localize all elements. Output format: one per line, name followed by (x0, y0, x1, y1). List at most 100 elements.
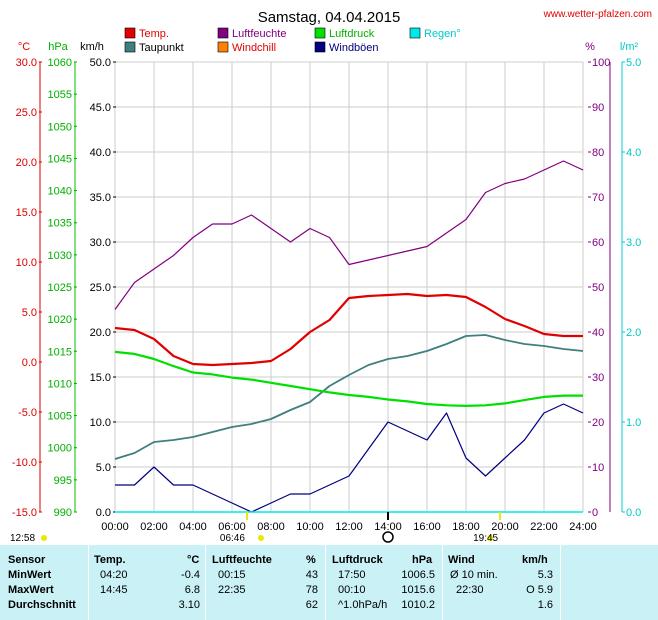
humidity-tick-label: 50 (592, 282, 604, 294)
wind-value: 1.6 (537, 599, 553, 611)
header-humidity: Luftfeuchte (212, 554, 272, 566)
legend-label: Windböen (329, 42, 379, 54)
humidity-value: 62 (305, 599, 318, 611)
speed-unit: km/h (80, 41, 104, 53)
legend-label: Taupunkt (139, 42, 184, 54)
x-tick-label: 12:00 (335, 521, 363, 533)
legend-swatch (409, 27, 421, 39)
speed-tick-label: 30.0 (90, 237, 111, 249)
humidity-value: 43 (305, 569, 318, 581)
speed-tick-label: 20.0 (90, 327, 111, 339)
temp-tick-label: 15.0 (16, 207, 37, 219)
stats-row-min: MinWert 04:20 -0.4 00:15 43 17:50 1006.5… (0, 568, 658, 583)
humidity-tick-label: 100 (592, 57, 610, 69)
row-label: MaxWert (8, 584, 54, 596)
rain-tick-label: 0.0 (626, 507, 641, 519)
humidity-value: 78 (305, 584, 318, 596)
humidity-tick-label: 90 (592, 102, 604, 114)
legend-swatch (124, 41, 136, 53)
humidity-tick-label: 10 (592, 462, 604, 474)
legend-swatch (217, 41, 229, 53)
temp-tick-label: -5.0 (18, 407, 37, 419)
humidity-time: 00:15 (218, 569, 246, 581)
x-tick-label: 20:00 (491, 521, 519, 533)
pressure-tick-label: 1025 (48, 282, 72, 294)
x-tick-label: 18:00 (452, 521, 480, 533)
temp-tick-label: -10.0 (12, 457, 37, 469)
header-temp-unit: °C (187, 554, 200, 566)
rain-tick-label: 1.0 (626, 417, 641, 429)
stats-row-avg: Durchschnitt 3.10 62 ^1.0hPa/h 1010.2 1.… (0, 598, 658, 613)
x-tick-label: 06:00 (218, 521, 246, 533)
sunset-icon (487, 535, 494, 541)
temp-tick-label: 10.0 (16, 257, 37, 269)
sun-icon (41, 535, 47, 541)
rain-tick-label: 2.0 (626, 327, 641, 339)
website-label: www.wetter-pfalzen.com (543, 9, 652, 20)
speed-tick-label: 15.0 (90, 372, 111, 384)
legend-swatch (217, 27, 229, 39)
pressure-tick-label: 1005 (48, 411, 72, 423)
header-temp: Temp. (94, 554, 126, 566)
stats-table: Sensor Temp. °C Luftfeuchte % Luftdruck … (0, 545, 658, 620)
temp-time: 14:45 (100, 584, 128, 596)
pressure-tick-label: 1000 (48, 443, 72, 455)
moon-icon (382, 531, 394, 543)
pressure-trend: ^1.0hPa/h (338, 599, 388, 611)
x-tick-label: 14:00 (374, 521, 402, 533)
pressure-time: 17:50 (338, 569, 366, 581)
temp-tick-label: 0.0 (22, 357, 37, 369)
header-wind-unit: km/h (522, 554, 548, 566)
x-tick-label: 16:00 (413, 521, 441, 533)
temp-tick-label: -15.0 (12, 507, 37, 519)
temp-tick-label: 5.0 (22, 307, 37, 319)
row-label: Durchschnitt (8, 599, 76, 611)
header-sensor: Sensor (8, 554, 46, 566)
x-tick-label: 00:00 (101, 521, 129, 533)
x-tick-label: 24:00 (569, 521, 597, 533)
pressure-time: 00:10 (338, 584, 366, 596)
temp-value: -0.4 (181, 569, 200, 581)
pressure-tick-label: 990 (54, 507, 72, 519)
speed-tick-label: 45.0 (90, 102, 111, 114)
header-pressure: Luftdruck (332, 554, 383, 566)
left-time-label: 12:58 (10, 533, 35, 544)
x-tick-label: 04:00 (179, 521, 207, 533)
wind-value: 5.3 (537, 569, 553, 581)
humidity-tick-label: 20 (592, 417, 604, 429)
humidity-tick-label: 60 (592, 237, 604, 249)
humidity-tick-label: 0 (592, 507, 598, 519)
pressure-value: 1006.5 (401, 569, 435, 581)
speed-tick-label: 25.0 (90, 282, 111, 294)
pressure-tick-label: 1050 (48, 121, 72, 133)
speed-tick-label: 5.0 (96, 462, 111, 474)
humidity-unit: % (585, 41, 595, 53)
pressure-tick-label: 1020 (48, 314, 72, 326)
weather-chart: Samstag, 04.04.2015 www.wetter-pfalzen.co… (10, 9, 652, 544)
pressure-tick-label: 1040 (48, 186, 72, 198)
temp-time: 04:20 (100, 569, 128, 581)
wind-desc: Ø 10 min. (450, 569, 498, 581)
humidity-tick-label: 40 (592, 327, 604, 339)
header-humidity-unit: % (306, 554, 316, 566)
rain-unit: l/m² (620, 41, 639, 53)
humidity-tick-label: 80 (592, 147, 604, 159)
speed-tick-label: 50.0 (90, 57, 111, 69)
pressure-tick-label: 1060 (48, 57, 72, 69)
legend-swatch (314, 41, 326, 53)
temp-tick-label: 20.0 (16, 157, 37, 169)
speed-tick-label: 40.0 (90, 147, 111, 159)
wind-desc: 22:30 (456, 584, 484, 596)
legend-swatch (124, 27, 136, 39)
pressure-tick-label: 1010 (48, 378, 72, 390)
x-tick-label: 08:00 (257, 521, 285, 533)
humidity-tick-label: 30 (592, 372, 604, 384)
sunrise-icon (257, 535, 264, 541)
temp-unit: °C (18, 41, 30, 53)
legend-label: Regen° (424, 28, 461, 40)
pressure-tick-label: 1045 (48, 153, 72, 165)
temp-value: 3.10 (178, 599, 200, 611)
pressure-tick-label: 1055 (48, 89, 72, 101)
legend-label: Windchill (232, 42, 276, 54)
speed-tick-label: 35.0 (90, 192, 111, 204)
